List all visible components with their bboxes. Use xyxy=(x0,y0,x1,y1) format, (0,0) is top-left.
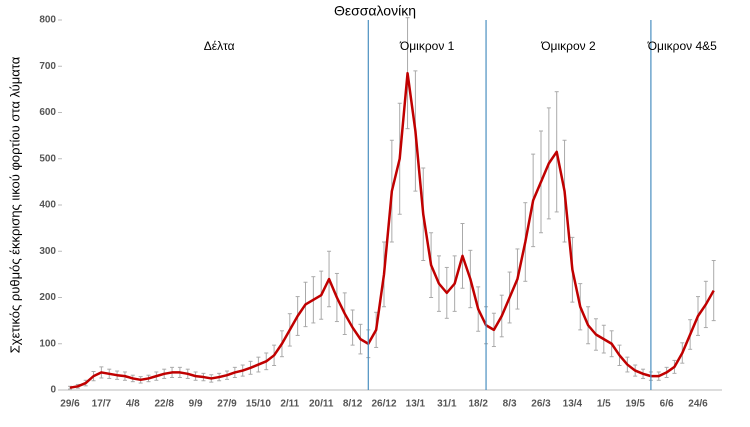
phase-label: Όμικρον 1 xyxy=(399,39,455,53)
x-tick-label: 8/12 xyxy=(343,399,363,410)
y-tick-label: 300 xyxy=(39,246,56,257)
y-axis-label: Σχετικός ρυθμός έκκρισης ιικού φορτίου σ… xyxy=(7,56,22,353)
y-tick-label: 200 xyxy=(39,292,56,303)
x-tick-label: 24/6 xyxy=(688,399,708,410)
x-tick-label: 26/3 xyxy=(531,399,551,410)
phase-label: Όμικρον 2 xyxy=(540,39,596,53)
x-tick-label: 15/10 xyxy=(246,399,271,410)
phase-label: Όμικρον 4&5 xyxy=(647,39,717,53)
chart-title: Θεσσαλονίκη xyxy=(334,3,416,19)
x-tick-label: 18/2 xyxy=(468,399,488,410)
phase-label: Δέλτα xyxy=(204,39,235,53)
x-tick-label: 26/12 xyxy=(371,399,396,410)
x-tick-label: 1/5 xyxy=(597,399,611,410)
x-tick-label: 8/3 xyxy=(503,399,517,410)
x-tick-label: 17/7 xyxy=(92,399,112,410)
x-tick-label: 27/9 xyxy=(217,399,237,410)
x-tick-label: 29/6 xyxy=(60,399,80,410)
x-tick-label: 19/5 xyxy=(625,399,645,410)
x-tick-label: 4/8 xyxy=(126,399,140,410)
x-tick-label: 13/1 xyxy=(406,399,426,410)
x-tick-label: 2/11 xyxy=(280,399,299,410)
x-tick-label: 20/11 xyxy=(309,399,334,410)
y-tick-label: 800 xyxy=(39,15,56,26)
x-tick-label: 31/1 xyxy=(437,399,457,410)
y-tick-label: 700 xyxy=(39,61,56,72)
x-tick-label: 6/6 xyxy=(660,399,674,410)
y-tick-label: 500 xyxy=(39,153,56,164)
x-tick-label: 13/4 xyxy=(563,399,583,410)
line xyxy=(69,71,715,389)
x-tick-label: 22/8 xyxy=(154,399,174,410)
y-tick-label: 600 xyxy=(39,107,56,118)
x-tick-label: 9/9 xyxy=(189,399,203,410)
y-tick-label: 0 xyxy=(50,385,56,396)
y-tick-label: 400 xyxy=(39,200,56,211)
y-tick-label: 100 xyxy=(39,338,56,349)
